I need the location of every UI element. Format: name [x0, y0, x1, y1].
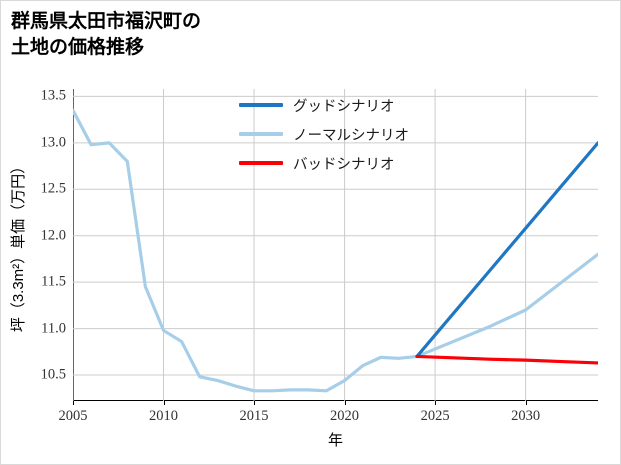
y-axis-tick-label: 10.5 — [40, 366, 66, 383]
legend-color-swatch — [239, 161, 283, 165]
y-axis-tick-label: 11.0 — [41, 320, 66, 337]
x-axis-tick-mark — [435, 401, 437, 405]
y-axis-tick-label: 11.5 — [41, 273, 66, 290]
chart-legend: グッドシナリオ ノーマルシナリオ バッドシナリオ — [239, 93, 409, 175]
x-axis-tick-label: 2015 — [239, 408, 269, 424]
legend-color-swatch — [239, 103, 283, 107]
legend-color-swatch — [239, 132, 283, 136]
plot-area: 13.5 13.0 12.5 12.0 11.5 11.0 10.5 2005 2010 2015… — [41, 88, 598, 424]
y-axis-tick-label: 12.5 — [40, 180, 66, 197]
chart-lines — [73, 89, 598, 401]
y-axis-tick-label: 13.5 — [40, 87, 66, 104]
x-axis-tick-label: 2030 — [511, 408, 541, 424]
data-line-ノーマルシナリオ — [73, 108, 598, 393]
legend-label: バッドシナリオ — [293, 156, 395, 173]
x-axis-tick-mark — [525, 401, 527, 405]
x-axis-tick-mark — [344, 401, 346, 405]
chart-title: 群馬県太田市福沢町の 土地の価格推移 — [11, 11, 202, 59]
legend-item[interactable]: バッドシナリオ — [239, 153, 409, 173]
legend-label: グッドシナリオ — [293, 98, 395, 115]
x-axis-tick-label: 2020 — [330, 408, 360, 424]
y-axis-tick-label: 12.0 — [40, 227, 66, 244]
data-line-バッドシナリオ — [415, 354, 598, 365]
x-axis-tick-mark — [163, 401, 165, 405]
legend-label: ノーマルシナリオ — [293, 127, 409, 144]
y-axis-label: 坪（3.3m²）単価（万円） — [7, 89, 29, 401]
y-axis-tick-label: 13.0 — [40, 134, 66, 151]
x-axis-tick-label: 2010 — [149, 408, 179, 424]
data-line-グッドシナリオ — [415, 141, 598, 359]
x-axis-tick-label: 2025 — [420, 408, 450, 424]
legend-item[interactable]: グッドシナリオ — [239, 95, 409, 115]
x-axis-tick-label: 2005 — [58, 408, 88, 424]
legend-item[interactable]: ノーマルシナリオ — [239, 124, 409, 144]
x-axis-tick-mark — [254, 401, 256, 405]
y-axis-label-text: 坪（3.3m²）単価（万円） — [10, 158, 28, 332]
x-axis-tick-mark — [73, 401, 74, 405]
x-axis-label: 年 — [327, 432, 343, 449]
